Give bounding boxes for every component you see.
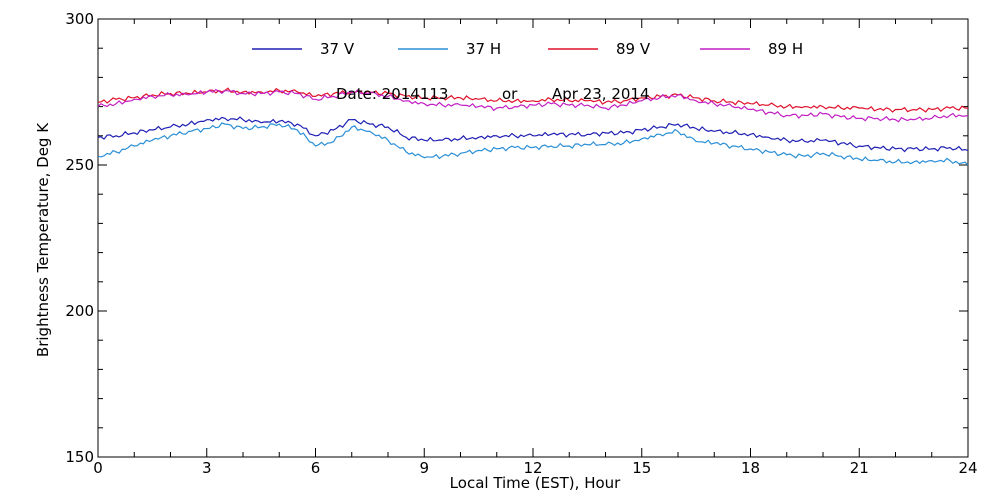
- plot-frame: [97, 18, 969, 458]
- legend-label: 37 V: [320, 40, 355, 58]
- series-line-37-h: [97, 122, 969, 166]
- x-tick-label: 24: [958, 459, 977, 477]
- x-tick-label: 18: [741, 459, 760, 477]
- x-tick-label: 3: [202, 459, 212, 477]
- date-or-label: or: [502, 85, 518, 103]
- x-tick-label: 21: [850, 459, 869, 477]
- legend-label: 89 V: [616, 40, 651, 58]
- series-line-89-v: [97, 87, 969, 113]
- y-tick-label: 200: [65, 302, 94, 320]
- legend-label: 37 H: [466, 40, 501, 58]
- tick-labels: 0 3 6 9 12 15 18 21 24 150 200 250 300: [65, 10, 977, 477]
- x-tick-label: 12: [523, 459, 542, 477]
- x-tick-label: 0: [93, 459, 103, 477]
- series-lines: [97, 87, 969, 166]
- date-label: Date: 2014113: [336, 85, 448, 103]
- y-tick-label: 300: [65, 10, 94, 28]
- y-tick-label: 250: [65, 156, 94, 174]
- y-tick-label: 150: [65, 448, 94, 466]
- legend-label: 89 H: [768, 40, 803, 58]
- x-tick-label: 15: [632, 459, 651, 477]
- x-tick-label: 6: [311, 459, 321, 477]
- legend: 37 V 37 H 89 V 89 H: [252, 40, 803, 58]
- y-axis-label: Brightness Temperature, Deg K: [34, 122, 52, 357]
- x-tick-label: 9: [419, 459, 429, 477]
- axis-ticks: [97, 18, 969, 458]
- date-text: Apr 23, 2014: [552, 85, 650, 103]
- x-axis-label: Local Time (EST), Hour: [450, 474, 621, 492]
- series-line-37-v: [97, 116, 969, 153]
- series-line-89-h: [97, 89, 969, 123]
